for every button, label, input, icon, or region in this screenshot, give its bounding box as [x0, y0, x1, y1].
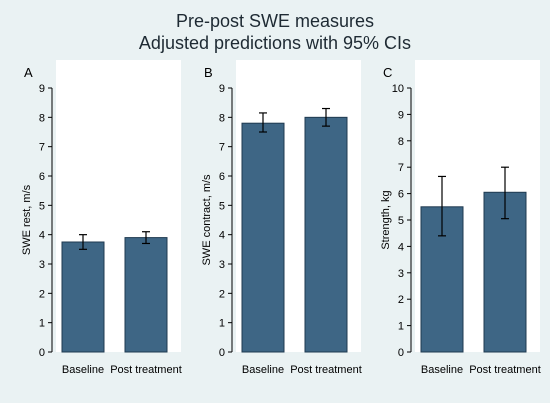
panel-a: A SWE rest, m/s 0 1 2 3 4 5 6 7 8 9 Baseline Post tre… — [21, 60, 182, 376]
y-tick-label: 0 — [39, 347, 45, 359]
y-tick-label: 1 — [39, 318, 45, 330]
y-tick-label: 5 — [219, 200, 225, 212]
panel-letter: C — [383, 65, 392, 80]
y-tick-label: 0 — [219, 347, 225, 359]
y-tick-label: 6 — [39, 171, 45, 183]
x-tick-label: Post treatment — [469, 364, 541, 376]
y-tick-label: 4 — [219, 230, 225, 242]
x-tick-label: Baseline — [62, 364, 104, 376]
x-tick-label: Baseline — [421, 364, 463, 376]
y-tick-label: 9 — [219, 83, 225, 95]
y-tick-label: 6 — [398, 189, 404, 201]
x-tick-label: Baseline — [242, 364, 284, 376]
chart-subtitle: Adjusted predictions with 95% CIs — [138, 33, 412, 53]
y-tick-label: 1 — [398, 321, 404, 333]
y-tick-label: 3 — [219, 259, 225, 271]
y-tick-label: 3 — [398, 268, 404, 280]
y-tick-label: 7 — [219, 142, 225, 154]
y-tick-label: 2 — [398, 294, 404, 306]
panel-b: B SWE contract, m/s 0 1 2 3 4 5 6 7 8 9 Baseline Post… — [201, 60, 362, 376]
y-axis-label: SWE rest, m/s — [21, 184, 33, 255]
y-tick-label: 1 — [219, 318, 225, 330]
y-tick-label: 9 — [398, 109, 404, 121]
y-tick-label: 7 — [39, 142, 45, 154]
bar — [241, 122, 285, 353]
panel-letter: A — [24, 65, 33, 80]
y-tick-label: 9 — [39, 83, 45, 95]
x-tick-label: Post treatment — [110, 364, 182, 376]
x-tick-label: Post treatment — [290, 364, 362, 376]
y-tick-label: 4 — [398, 241, 404, 253]
bar — [124, 237, 168, 353]
y-tick-label: 5 — [39, 200, 45, 212]
bar — [304, 116, 348, 353]
y-tick-label: 8 — [39, 112, 45, 124]
panel-c: C Strength, kg 0 1 2 3 4 5 6 7 8 9 10 Baseline Post tr… — [380, 60, 541, 376]
y-tick-label: 2 — [219, 288, 225, 300]
chart-title: Pre-post SWE measures — [175, 11, 375, 31]
y-axis-label: SWE contract, m/s — [201, 174, 213, 266]
y-tick-label: 8 — [219, 112, 225, 124]
y-tick-label: 10 — [392, 83, 404, 95]
y-tick-label: 6 — [219, 171, 225, 183]
y-tick-label: 3 — [39, 259, 45, 271]
y-tick-label: 8 — [398, 136, 404, 148]
panel-letter: B — [204, 65, 213, 80]
y-axis-label: Strength, kg — [380, 190, 392, 249]
y-tick-label: 2 — [39, 288, 45, 300]
y-tick-label: 4 — [39, 230, 45, 242]
bar — [61, 241, 105, 353]
y-tick-label: 7 — [398, 162, 404, 174]
y-tick-label: 5 — [398, 215, 404, 227]
y-tick-label: 0 — [398, 347, 404, 359]
